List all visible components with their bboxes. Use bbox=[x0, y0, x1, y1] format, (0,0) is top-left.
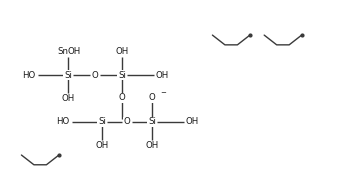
Text: O: O bbox=[124, 118, 130, 127]
Text: O: O bbox=[119, 93, 125, 103]
Text: OH: OH bbox=[95, 141, 109, 150]
Text: HO: HO bbox=[22, 71, 36, 80]
Text: OH: OH bbox=[61, 94, 75, 103]
Text: OH: OH bbox=[145, 141, 159, 150]
Text: OH: OH bbox=[115, 47, 129, 57]
Text: OH: OH bbox=[156, 71, 169, 80]
Text: −: − bbox=[160, 90, 166, 96]
Text: Si: Si bbox=[148, 118, 156, 127]
Text: OH: OH bbox=[68, 47, 81, 57]
Text: Si: Si bbox=[98, 118, 106, 127]
Text: OH: OH bbox=[186, 118, 199, 127]
Text: Si: Si bbox=[64, 71, 72, 80]
Text: HO: HO bbox=[57, 118, 70, 127]
Text: Si: Si bbox=[118, 71, 126, 80]
Text: O: O bbox=[92, 71, 99, 80]
Text: O: O bbox=[149, 93, 155, 103]
Text: Sn: Sn bbox=[57, 47, 68, 57]
